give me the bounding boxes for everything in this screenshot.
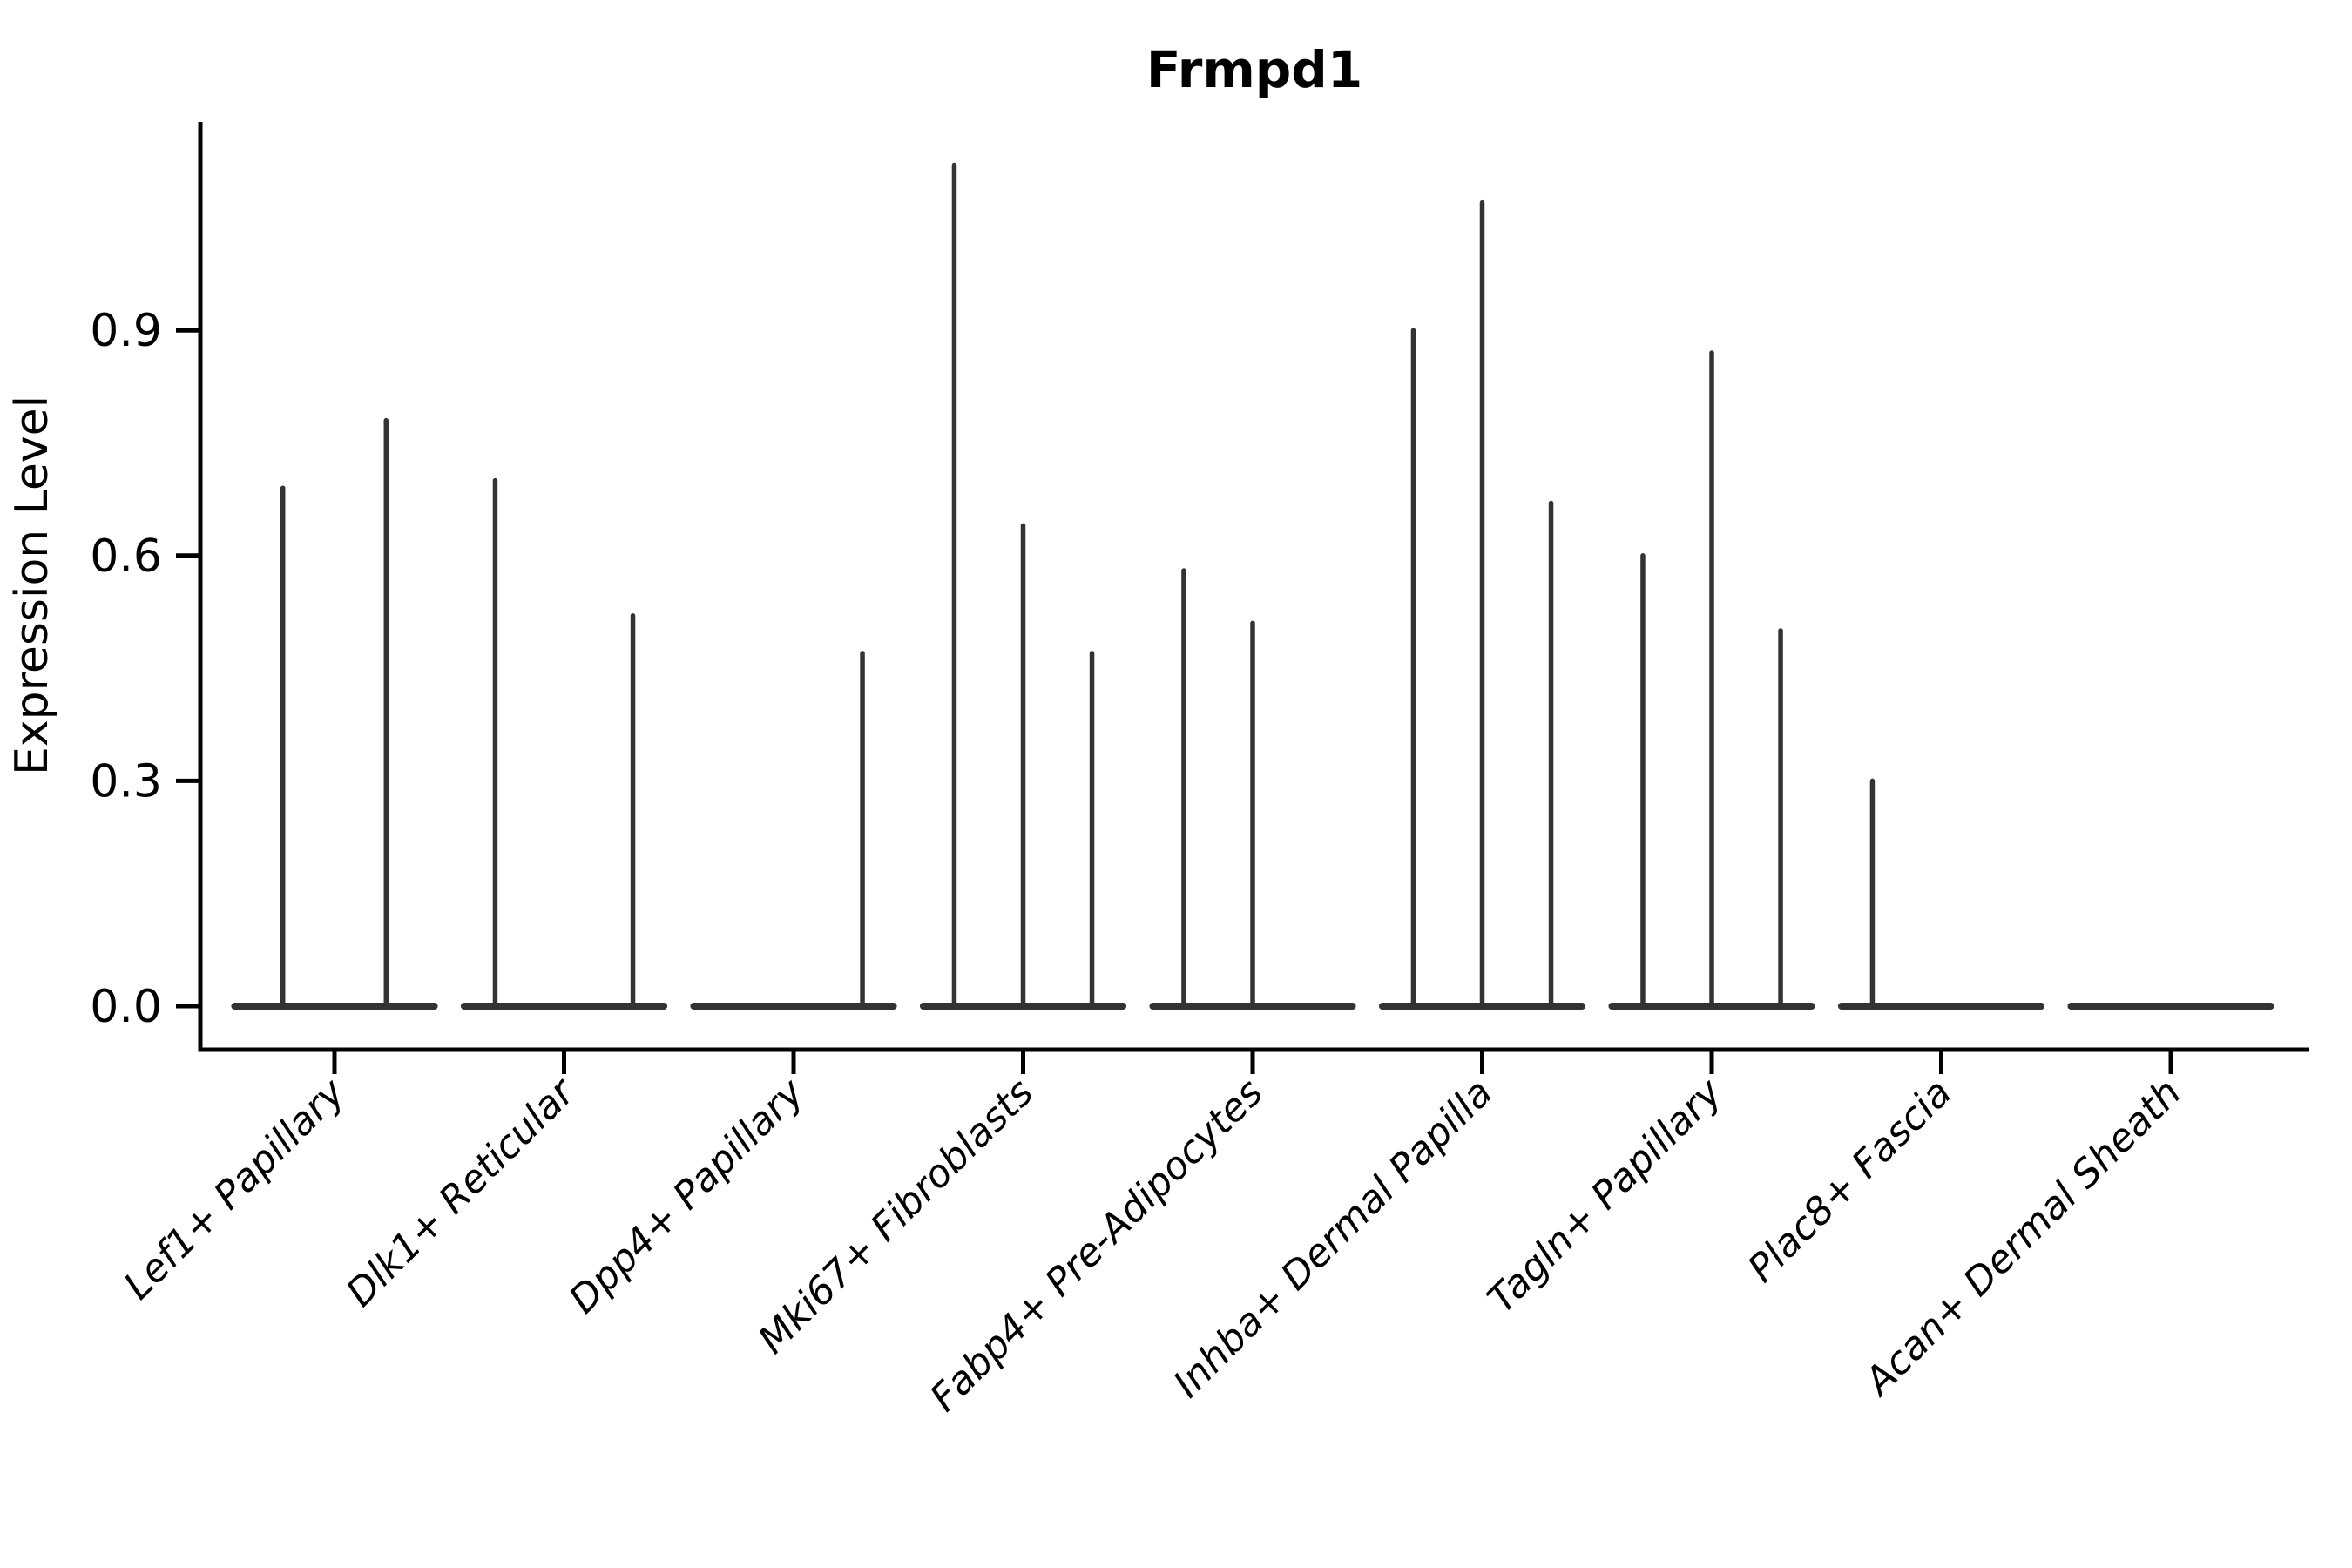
- y-axis-ticks: 0.0 0.3 0.6 0.9: [90, 305, 200, 1033]
- y-tick-label: 0.9: [90, 305, 162, 357]
- x-tick-label: Tagln+ Papillary: [1479, 1070, 1731, 1321]
- chart-title: Frmpd1: [1146, 40, 1362, 99]
- y-tick-label: 0.6: [90, 531, 162, 583]
- x-tick-label: Plac8+ Fascia: [1740, 1071, 1960, 1291]
- violins: [231, 162, 2274, 1010]
- x-tick-label: Lef1+ Papillary: [116, 1070, 355, 1308]
- y-tick-label: 0.3: [90, 755, 162, 808]
- x-tick-label: Dlk1+ Reticular: [338, 1069, 585, 1315]
- y-tick-label: 0.0: [90, 981, 162, 1033]
- y-axis-label: Expression Level: [6, 395, 58, 775]
- x-tick-label: Dpp4+ Papillary: [561, 1070, 814, 1322]
